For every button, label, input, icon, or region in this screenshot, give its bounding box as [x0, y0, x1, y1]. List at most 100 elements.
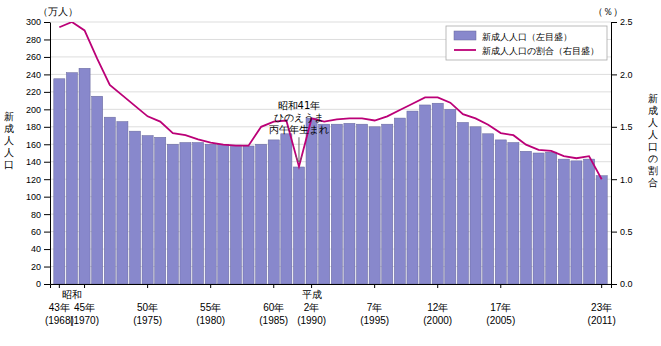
chart: 0204060801001201401601802002202402602803…	[0, 0, 661, 346]
y2-unit-label: （％）	[593, 6, 623, 17]
bar	[331, 124, 342, 284]
tick: 17年(2005)	[486, 284, 515, 326]
tick-label: 60年(1985)	[259, 302, 288, 326]
y2-label-line: 人	[648, 117, 658, 128]
tick: 160	[26, 140, 50, 150]
bar	[230, 145, 241, 284]
bar	[54, 79, 65, 284]
tick-label: 7年(1995)	[360, 302, 389, 326]
tick: 20	[31, 262, 50, 272]
tick-label: 17年(2005)	[486, 302, 515, 326]
tick-label-line: 50年	[137, 302, 158, 313]
y2-label-line: 口	[648, 141, 658, 152]
grid-line	[50, 109, 611, 110]
legend-swatch	[454, 49, 476, 51]
tick-mark	[44, 249, 50, 250]
bar	[293, 167, 304, 284]
tick-label-line: 12年	[427, 302, 448, 313]
bar	[319, 124, 330, 284]
tick-label: 80	[31, 210, 41, 220]
tick-label-line: (1995)	[360, 315, 389, 326]
marks	[54, 22, 607, 284]
tick-label: 280	[26, 35, 41, 45]
tick-mark	[611, 127, 617, 128]
tick-mark	[374, 284, 375, 288]
bar	[520, 151, 531, 284]
tick-mark	[500, 284, 501, 288]
tick-mark	[210, 284, 211, 288]
tick-mark	[44, 74, 50, 75]
annotation-line: ひのえうま	[274, 112, 324, 123]
annotation-text: 昭和41年ひのえうま丙午年生まれ	[269, 100, 329, 135]
bar	[483, 134, 494, 284]
tick-mark	[84, 284, 85, 288]
grid-line	[50, 91, 611, 92]
plot: 0204060801001201401601802002202402602803…	[26, 17, 633, 326]
tick-label: 100	[26, 192, 41, 202]
annotation-line: 丙午年生まれ	[269, 124, 329, 135]
tick-label: 220	[26, 87, 41, 97]
tick: 2年(1990)	[297, 284, 326, 326]
tick-label-line: (2011)	[588, 315, 616, 326]
tick-label-line: (1980)	[196, 315, 225, 326]
annotation-arrow	[298, 137, 299, 161]
tick-label-line: (1985)	[259, 315, 288, 326]
tick: 220	[26, 87, 50, 97]
annotation-line: 昭和41年	[278, 100, 321, 111]
bar	[558, 159, 569, 284]
tick-label: 55年(1980)	[196, 302, 225, 326]
tick-label-line: 2年	[304, 302, 320, 313]
tick-label-line: (2000)	[423, 315, 452, 326]
tick-mark	[44, 232, 50, 233]
bar	[344, 123, 355, 284]
tick: 260	[26, 52, 50, 62]
tick: 60	[31, 227, 50, 237]
tick-mark	[44, 144, 50, 145]
bar	[167, 144, 178, 284]
tick-label: 240	[26, 70, 41, 80]
tick-mark	[44, 284, 50, 285]
bar	[432, 103, 443, 284]
tick-mark	[44, 39, 50, 40]
tick-label: 260	[26, 52, 41, 62]
tick: 12年 (2000)	[423, 284, 452, 326]
bar	[92, 96, 103, 284]
tick-label: 300	[26, 17, 41, 27]
era-label: 平成	[302, 289, 322, 300]
tick-mark	[273, 284, 274, 288]
tick-label-line: (2005)	[486, 315, 515, 326]
tick-label: 140	[26, 157, 41, 167]
tick-label: 0	[36, 279, 41, 289]
tick: 120	[26, 175, 50, 185]
tick-label: 50年(1975)	[133, 302, 162, 326]
tick-label-line: 45年	[74, 302, 95, 313]
y-label-line: 口	[4, 159, 14, 170]
legend-item: 新成人人口の割合（右目盛）	[454, 46, 599, 56]
tick-label: 2年(1990)	[297, 302, 326, 326]
tick: 7年(1995)	[360, 284, 389, 326]
tick: 180	[26, 122, 50, 132]
tick: 240	[26, 70, 50, 80]
tick: 40	[31, 244, 50, 254]
tick-mark	[44, 214, 50, 215]
tick-label: 1.0	[620, 175, 633, 185]
tick-label: 2.5	[620, 17, 633, 27]
tick-mark	[147, 284, 148, 288]
bar	[546, 152, 557, 284]
y-label-line: 新	[4, 111, 14, 122]
tick-label: 0.0	[620, 279, 633, 289]
tick-mark	[437, 284, 438, 288]
bar	[306, 118, 317, 284]
tick: 0.0	[611, 279, 633, 289]
y2-label: 新成人人口の割合	[648, 93, 658, 188]
grid-line	[50, 126, 611, 127]
line	[59, 22, 601, 179]
tick-label: 180	[26, 122, 41, 132]
bar	[495, 140, 506, 284]
tick-label: 40	[31, 244, 41, 254]
tick: 1.0	[611, 175, 633, 185]
tick: 2.0	[611, 70, 633, 80]
y-unit-label: （万人）	[38, 6, 78, 17]
bar	[104, 117, 115, 284]
tick-mark	[311, 284, 312, 288]
